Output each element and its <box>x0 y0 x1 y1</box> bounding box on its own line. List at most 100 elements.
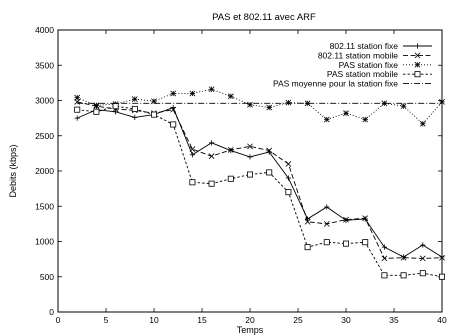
series-0 <box>74 104 445 260</box>
y-tick-label: 500 <box>40 272 54 282</box>
marker-square <box>170 121 177 128</box>
y-tick-label: 1000 <box>35 237 54 247</box>
marker-star <box>323 116 330 123</box>
marker-x <box>304 218 311 225</box>
marker-square <box>285 189 292 196</box>
marker-star <box>170 90 177 97</box>
x-tick-label: 35 <box>389 315 399 325</box>
y-tick-label: 4000 <box>35 25 54 35</box>
marker-square <box>189 179 196 186</box>
marker-plus <box>74 115 80 121</box>
marker-square <box>74 106 81 113</box>
marker-x <box>247 143 253 150</box>
marker-x <box>170 106 177 113</box>
marker-square <box>381 272 388 279</box>
y-axis-label: Debits (kbps) <box>8 144 18 197</box>
marker-square <box>150 111 157 118</box>
marker-plus <box>285 175 291 181</box>
legend-label: PAS station mobile <box>327 69 398 79</box>
series-line <box>77 106 443 258</box>
x-tick-label: 25 <box>293 315 303 325</box>
marker-x <box>439 254 445 261</box>
marker-plus <box>132 114 138 121</box>
marker-star <box>74 94 81 101</box>
marker-square <box>93 108 100 115</box>
y-tick-label: 2500 <box>35 131 54 141</box>
marker-star <box>343 110 349 117</box>
marker-square <box>246 171 253 178</box>
series-3 <box>74 103 445 280</box>
legend-entry-3: PAS station mobile <box>327 69 432 79</box>
marker-square <box>208 180 215 187</box>
marker-star <box>208 86 215 93</box>
marker-square <box>323 239 330 246</box>
y-tick-label: 3000 <box>35 96 54 106</box>
marker-star <box>414 61 421 68</box>
marker-star <box>285 99 292 106</box>
marker-star <box>419 120 426 127</box>
marker-square <box>400 272 407 279</box>
x-tick-label: 30 <box>341 315 351 325</box>
legend-entry-1: 802.11 station mobile <box>318 50 432 60</box>
y-tick-label: 0 <box>49 307 54 317</box>
series-line <box>77 88 443 125</box>
marker-star <box>189 90 196 97</box>
marker-x <box>414 52 421 59</box>
marker-star <box>400 103 407 110</box>
marker-square <box>266 169 273 176</box>
marker-x <box>266 147 273 154</box>
marker-x <box>419 255 426 262</box>
legend-label: 802.11 station fixe <box>330 41 399 51</box>
marker-square <box>362 239 369 246</box>
marker-plus <box>439 254 445 260</box>
chart-title: PAS et 802.11 avec ARF <box>212 12 316 23</box>
marker-plus <box>324 204 330 210</box>
series-1 <box>74 99 445 262</box>
marker-square <box>438 273 445 280</box>
marker-x <box>285 161 292 167</box>
marker-plus <box>113 109 119 115</box>
marker-square <box>304 244 311 251</box>
marker-plus <box>381 244 387 250</box>
legend-entry-0: 802.11 station fixe <box>330 41 432 51</box>
x-tick-label: 10 <box>149 315 159 325</box>
legend-entry-4: PAS moyenne pour la station fixe <box>273 79 432 89</box>
series-line <box>77 101 443 259</box>
marker-star <box>151 98 157 105</box>
x-tick-label: 40 <box>437 315 447 325</box>
marker-x <box>381 255 388 262</box>
x-tick-label: 0 <box>56 315 61 325</box>
marker-square <box>131 105 138 112</box>
marker-plus <box>189 152 195 158</box>
x-tick-label: 5 <box>104 315 109 325</box>
marker-x <box>189 146 196 153</box>
x-tick-label: 15 <box>197 315 207 325</box>
legend-label: PAS moyenne pour la station fixe <box>273 79 398 89</box>
marker-x <box>362 215 369 222</box>
marker-plus <box>414 43 421 49</box>
marker-plus <box>209 140 215 146</box>
marker-x <box>400 254 407 261</box>
y-tick-label: 2000 <box>35 166 54 176</box>
legend-entry-2: PAS station fixe <box>339 60 432 70</box>
marker-star <box>266 104 273 111</box>
marker-square <box>342 240 349 247</box>
legend-label: 802.11 station mobile <box>318 50 398 60</box>
marker-square <box>414 71 421 78</box>
marker-plus <box>228 147 234 154</box>
axis-ticks: 0 5 10 15 20 25 30 35 40 0 500 1000 1500 2000 2500 3000… <box>35 25 447 325</box>
marker-x <box>343 216 349 223</box>
x-axis-label: Temps <box>237 325 264 335</box>
marker-x <box>208 153 215 160</box>
series-lines <box>74 86 445 280</box>
y-tick-label: 3500 <box>35 60 54 70</box>
series-line <box>77 105 443 278</box>
marker-plus <box>420 242 426 248</box>
marker-square <box>227 175 234 182</box>
marker-plus <box>401 254 407 260</box>
marker-square <box>419 270 426 277</box>
marker-star <box>227 93 234 100</box>
legend-label: PAS station fixe <box>339 60 399 70</box>
